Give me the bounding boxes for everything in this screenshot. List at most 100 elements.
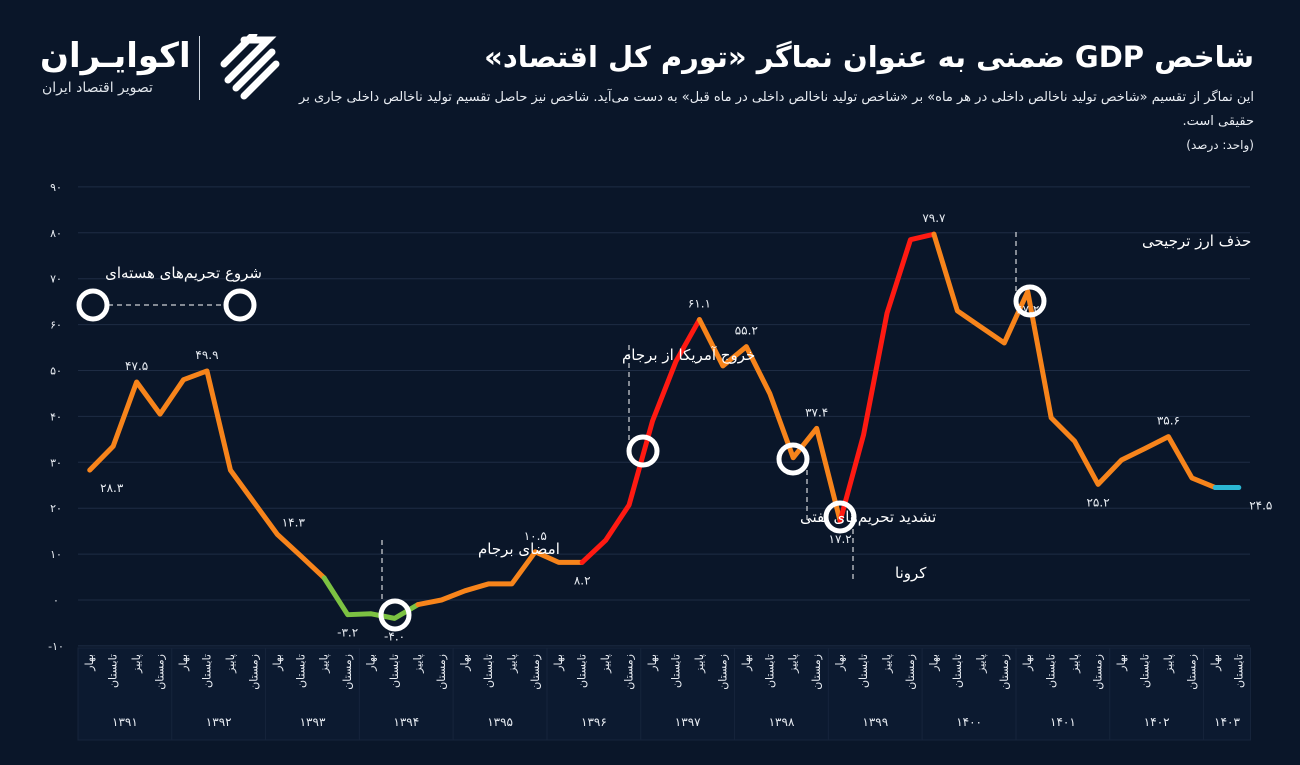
logo-name: اکوایـران (40, 36, 191, 76)
x-year-group (827, 647, 923, 741)
x-quarter-label: زمستان (904, 654, 917, 690)
x-year-group (734, 647, 829, 741)
annotation-circle (776, 442, 810, 476)
x-quarter-label: زمستان (716, 654, 729, 690)
y-tick-label: ۹۰ (50, 181, 62, 194)
data-label: ۴۹.۹ (195, 348, 218, 362)
x-year-label: ۱۴۰۲ (1144, 715, 1170, 729)
x-year-group (1203, 647, 1251, 741)
x-quarter-label: تابستان (388, 654, 401, 688)
x-quarter-label: تابستان (1045, 654, 1058, 688)
x-quarter-label: تابستان (107, 654, 120, 688)
data-label: -۳.۲ (337, 626, 358, 640)
data-label: -۴.۰ (384, 629, 405, 643)
x-quarter-label: تابستان (669, 654, 682, 688)
series-segment (415, 549, 585, 608)
data-label: ۸.۲ (574, 573, 591, 587)
x-year-label: ۱۴۰۳ (1214, 715, 1240, 729)
data-label: ۲۴.۵ (1249, 499, 1272, 513)
x-quarter-label: زمستان (998, 654, 1011, 690)
unit-label: (واحد: درصد) (1186, 138, 1254, 152)
logo-mark-icon (220, 34, 280, 100)
x-year-label: ۱۳۹۴ (393, 715, 419, 729)
x-year-group (921, 647, 1017, 741)
x-year-group (546, 647, 642, 741)
x-year-label: ۱۳۹۸ (769, 715, 795, 729)
annotation-label: خروج آمریکا از برجام (622, 346, 755, 365)
annotation-circle (823, 500, 857, 534)
x-quarter-label: بهار (927, 654, 940, 672)
x-quarter-label: زمستان (623, 654, 636, 690)
x-quarter-label: پاییز (787, 654, 800, 674)
x-quarter-label: بهار (271, 654, 284, 672)
x-year-group (452, 647, 548, 741)
x-quarter-label: تابستان (1232, 654, 1245, 688)
x-quarter-label: زمستان (154, 654, 167, 690)
x-year-label: ۱۳۹۶ (581, 715, 607, 729)
x-year-group (77, 647, 173, 741)
x-year-group (265, 647, 360, 741)
x-quarter-label: پاییز (318, 654, 331, 674)
x-quarter-label: تابستان (294, 654, 307, 688)
x-quarter-label: بهار (458, 654, 471, 672)
x-quarter-label: بهار (177, 654, 190, 672)
logo-tagline: تصویر اقتصاد ایران (42, 80, 153, 96)
annotation-label: امضای برجام (478, 540, 560, 558)
x-year-label: ۱۴۰۱ (1050, 715, 1076, 729)
series-segment (837, 231, 937, 524)
x-year-label: ۱۴۰۰ (956, 715, 982, 729)
x-year-label: ۱۳۹۱ (112, 715, 138, 729)
x-quarter-label: پاییز (881, 654, 894, 674)
data-label: ۲۵.۲ (1086, 495, 1109, 509)
y-tick-label: ۵۰ (50, 365, 62, 378)
x-quarter-label: بهار (740, 654, 753, 672)
data-label: ۳۷.۴ (805, 405, 828, 419)
y-tick-label: ۸۰ (50, 227, 62, 240)
y-tick-label: -۱۰ (48, 640, 64, 653)
x-quarter-label: بهار (1021, 654, 1034, 672)
y-tick-label: ۱۰ (50, 548, 62, 561)
annotation-label: کرونا (895, 564, 927, 582)
annotation-label: شروع تحریم‌های هسته‌ای (105, 264, 262, 282)
y-tick-label: ۶۰ (50, 319, 62, 332)
y-tick-label: ۷۰ (50, 273, 62, 286)
series-segment (696, 317, 843, 524)
y-tick-label: ۴۰ (50, 410, 62, 423)
data-label: ۴۷.۵ (125, 359, 148, 373)
data-label: ۶۱.۱ (688, 297, 711, 311)
annotation-label: تشدید تحریم‌های نفتی (800, 508, 936, 526)
data-label: ۱۴.۳ (282, 515, 306, 529)
x-quarter-label: پاییز (1068, 654, 1081, 674)
annotation-circle (1013, 284, 1047, 318)
x-quarter-label: پاییز (599, 654, 612, 674)
y-tick-label: ۲۰ (50, 502, 62, 515)
data-label: ۱۰.۵ (524, 529, 547, 543)
x-quarter-label: زمستان (341, 654, 354, 690)
x-quarter-label: زمستان (1185, 654, 1198, 690)
x-year-group (1015, 647, 1111, 741)
chart-title: شاخص GDP ضمنی به عنوان نماگر «تورم کل اق… (484, 40, 1254, 74)
x-quarter-label: تابستان (200, 654, 213, 688)
series-segment (87, 368, 327, 581)
x-quarter-label: تابستان (482, 654, 495, 688)
x-quarter-label: زمستان (529, 654, 542, 690)
x-quarter-label: پاییز (412, 654, 425, 674)
x-quarter-label: زمستان (810, 654, 823, 690)
x-quarter-label: تابستان (857, 654, 870, 688)
annotation-circle (378, 598, 412, 632)
data-label: ۷۹.۷ (922, 211, 946, 225)
x-quarter-label: بهار (1115, 654, 1128, 672)
x-year-label: ۱۳۹۹ (862, 715, 888, 729)
data-label: ۱۷.۲ (829, 532, 852, 546)
x-quarter-label: پاییز (1162, 654, 1175, 674)
annotation-circle (223, 288, 257, 322)
x-year-label: ۱۳۹۷ (675, 715, 701, 729)
x-quarter-label: بهار (1209, 654, 1222, 672)
x-year-group (1109, 647, 1205, 741)
annotation-circle (626, 434, 660, 468)
x-quarter-label: بهار (365, 654, 378, 672)
x-quarter-label: زمستان (1092, 654, 1105, 690)
description-block: این نماگر از تقسیم «شاخص تولید ناخالص دا… (294, 86, 1254, 154)
x-year-label: ۱۳۹۳ (300, 715, 326, 729)
